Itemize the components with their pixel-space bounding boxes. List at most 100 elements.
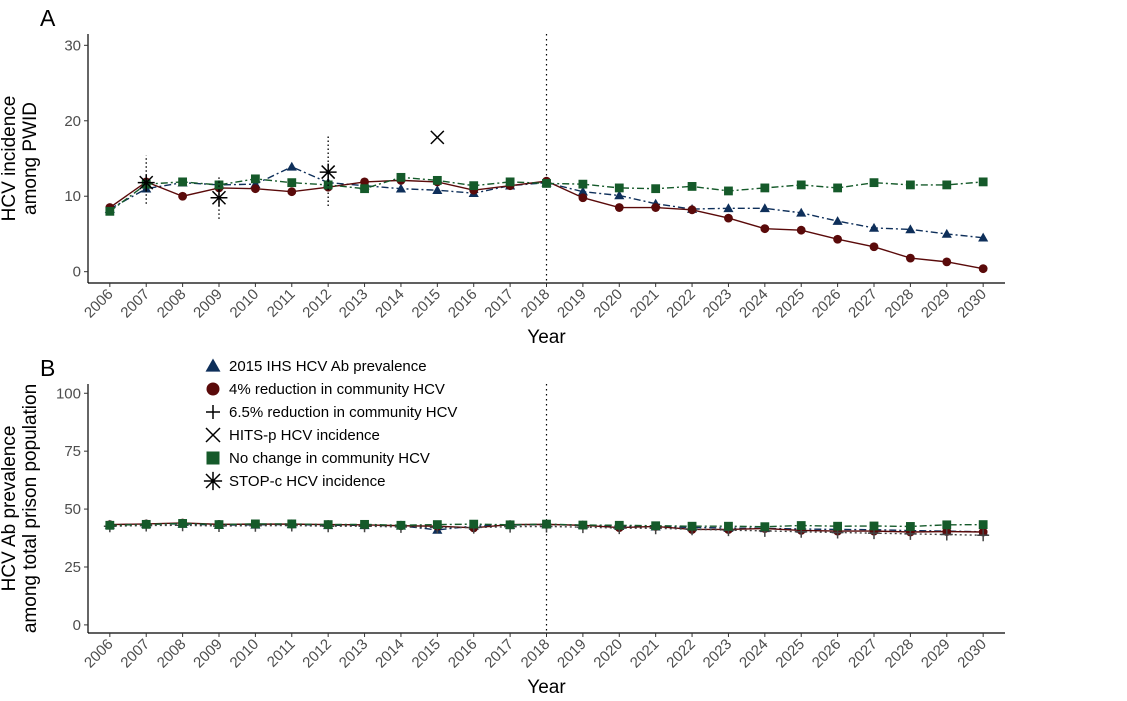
x-tick-label: 2026 — [809, 636, 845, 672]
x-tick-label: 2018 — [518, 636, 554, 672]
data-point — [178, 191, 188, 201]
data-point — [724, 213, 733, 223]
x-tick-label: 2013 — [336, 286, 372, 322]
y-tick-label: 100 — [56, 385, 81, 402]
data-point — [942, 180, 952, 190]
x-tick-label: 2028 — [882, 286, 918, 322]
data-point — [833, 521, 843, 531]
data-point — [432, 520, 442, 529]
data-point — [760, 224, 770, 234]
observed-stop-c-hcv-incidence — [137, 135, 337, 219]
x-tick-label: 2020 — [590, 636, 626, 672]
data-point — [505, 177, 515, 187]
x-tick-label: 2023 — [700, 286, 736, 322]
data-point — [614, 203, 624, 212]
data-point — [651, 184, 661, 194]
data-point — [360, 177, 369, 187]
y-tick-label: 75 — [64, 443, 81, 460]
data-point — [105, 206, 115, 216]
x-tick-label: 2021 — [627, 636, 663, 672]
x-tick-label: 2012 — [299, 286, 335, 322]
legend: 2015 IHS HCV Ab prevalence 4% reduction i… — [203, 358, 457, 491]
legend-item: HITS-p HCV incidence — [205, 427, 380, 444]
panel-label: B — [40, 355, 55, 381]
x-tick-label: 2012 — [299, 636, 335, 672]
observed-hits-p-hcv-incidence — [430, 130, 445, 145]
data-point — [542, 519, 551, 529]
y-tick-label: 0 — [73, 617, 81, 634]
x-tick-label: 2030 — [954, 636, 990, 672]
data-point — [287, 178, 297, 188]
data-point — [432, 185, 443, 194]
data-point — [760, 183, 770, 193]
data-point — [614, 190, 625, 200]
data-point — [977, 529, 990, 542]
data-point — [796, 180, 806, 190]
data-point — [396, 172, 406, 182]
data-point — [832, 216, 843, 225]
x-tick-label: 2019 — [554, 286, 590, 322]
data-point — [796, 225, 806, 235]
observed-point — [319, 163, 337, 181]
data-point — [978, 264, 988, 274]
x-tick-label: 2013 — [336, 636, 372, 672]
data-point — [905, 224, 916, 234]
data-point — [942, 257, 952, 267]
data-point — [942, 520, 952, 530]
data-point — [287, 187, 297, 197]
data-point — [250, 174, 260, 184]
data-point — [651, 203, 661, 212]
panel-label: A — [40, 5, 56, 31]
data-point — [105, 520, 115, 530]
x-tick-label: 2011 — [264, 636, 299, 671]
data-point — [687, 205, 697, 215]
x-tick-label: 2025 — [772, 636, 808, 672]
x-tick-label: 2029 — [918, 286, 954, 322]
x-tick-label: 2016 — [445, 286, 481, 322]
data-point — [286, 161, 297, 171]
x-tick-label: 2024 — [736, 286, 772, 322]
y-tick-label: 50 — [64, 501, 81, 518]
legend-label: 6.5% reduction in community HCV — [229, 404, 457, 421]
y-tick-label: 25 — [64, 559, 81, 576]
series-no-change-in-community-hcv — [105, 519, 988, 532]
legend-key — [206, 382, 220, 396]
data-point — [469, 519, 479, 529]
x-tick-label: 2008 — [154, 636, 190, 672]
data-point — [469, 181, 479, 191]
x-tick-label: 2014 — [372, 636, 408, 672]
x-tick-label: 2020 — [590, 286, 626, 322]
y-tick-label: 30 — [64, 37, 81, 54]
data-point — [869, 521, 879, 531]
x-tick-label: 2015 — [409, 286, 445, 322]
x-tick-label: 2009 — [190, 286, 226, 322]
x-tick-label: 2008 — [154, 286, 190, 322]
data-point — [323, 520, 333, 529]
y-tick-label: 0 — [73, 264, 81, 281]
data-point — [905, 522, 915, 531]
data-point — [250, 184, 260, 194]
data-point — [905, 253, 915, 263]
y-tick-label: 10 — [64, 188, 81, 205]
data-point — [941, 228, 952, 238]
data-point — [578, 520, 588, 530]
data-point — [214, 180, 224, 190]
x-tick-label: 2009 — [190, 636, 226, 672]
data-point — [250, 519, 260, 529]
data-point — [724, 521, 733, 531]
x-tick-label: 2029 — [918, 636, 954, 672]
data-point — [432, 175, 442, 185]
data-point — [724, 186, 733, 196]
x-tick-label: 2011 — [264, 286, 299, 321]
legend-key — [206, 405, 220, 419]
y-tick-label: 20 — [64, 113, 81, 130]
x-tick-label: 2019 — [554, 636, 590, 672]
data-point — [723, 203, 734, 213]
data-point — [614, 183, 624, 193]
x-tick-label: 2007 — [117, 286, 153, 322]
x-tick-label: 2028 — [882, 636, 918, 672]
y-axis-title-line: among PWID — [20, 102, 41, 215]
y-axis-title: HCV Ab prevalenceamong total prison popu… — [0, 384, 41, 633]
legend-item: 4% reduction in community HCV — [206, 381, 445, 398]
